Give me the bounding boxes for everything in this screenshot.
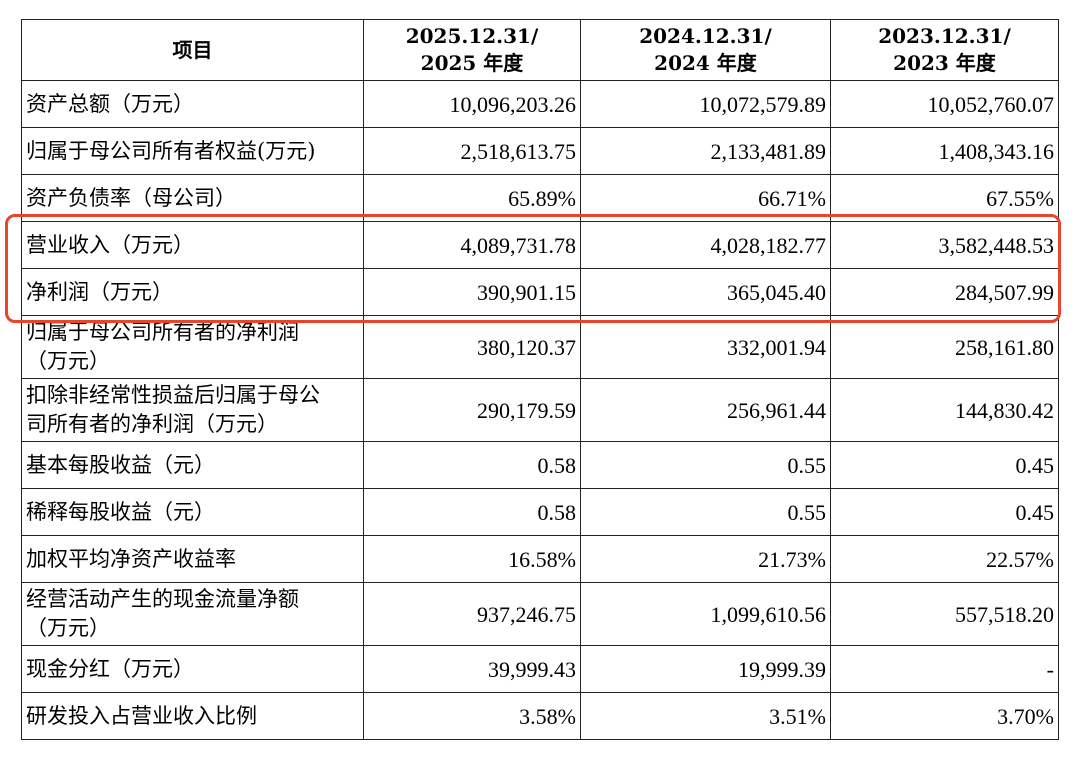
value-2024: 365,045.40 — [580, 268, 831, 316]
row-label: 基本每股收益（元） — [21, 441, 364, 489]
table-row: 扣除非经常性损益后归属于母公 司所有者的净利润（万元） 290,179.59 256… — [21, 378, 1059, 442]
value-2025: 937,246.75 — [363, 582, 581, 646]
value-2025: 3.58% — [363, 692, 581, 740]
value-2023: 0.45 — [830, 488, 1059, 536]
value-2025: 4,089,731.78 — [363, 221, 581, 269]
header-2023: 2023.12.31/2023 年度 — [830, 19, 1059, 81]
value-2025: 0.58 — [363, 441, 581, 489]
row-label: 归属于母公司所有者权益(万元) — [21, 127, 364, 175]
header-2025: 2025.12.31/2025 年度 — [363, 19, 581, 81]
value-2025: 290,179.59 — [363, 378, 581, 442]
table-row: 稀释每股收益（元） 0.58 0.55 0.45 — [21, 488, 1059, 536]
row-label: 经营活动产生的现金流量净额 （万元） — [21, 582, 364, 646]
value-2023: 144,830.42 — [830, 378, 1059, 442]
row-label: 净利润（万元） — [21, 268, 364, 316]
value-2024: 4,028,182.77 — [580, 221, 831, 269]
value-2024: 0.55 — [580, 488, 831, 536]
value-2024: 21.73% — [580, 535, 831, 583]
table-row: 加权平均净资产收益率 16.58% 21.73% 22.57% — [21, 535, 1059, 583]
value-2025: 39,999.43 — [363, 645, 581, 693]
header-2024: 2024.12.31/2024 年度 — [580, 19, 831, 81]
row-label: 现金分红（万元） — [21, 645, 364, 693]
value-2024: 256,961.44 — [580, 378, 831, 442]
table-row: 净利润（万元） 390,901.15 365,045.40 284,507.99 — [21, 268, 1059, 316]
row-label: 营业收入（万元） — [21, 221, 364, 269]
value-2023: 284,507.99 — [830, 268, 1059, 316]
value-2024: 3.51% — [580, 692, 831, 740]
table-row: 资产总额（万元） 10,096,203.26 10,072,579.89 10,052… — [21, 80, 1059, 128]
value-2023: - — [830, 645, 1059, 693]
value-2023: 3.70% — [830, 692, 1059, 740]
table-header-row: 项目 2025.12.31/2025 年度 2024.12.31/2024 年度… — [21, 19, 1059, 81]
row-label: 资产负债率（母公司） — [21, 174, 364, 222]
value-2023: 10,052,760.07 — [830, 80, 1059, 128]
table-row: 资产负债率（母公司） 65.89% 66.71% 67.55% — [21, 174, 1059, 222]
value-2023: 67.55% — [830, 174, 1059, 222]
value-2023: 557,518.20 — [830, 582, 1059, 646]
value-2025: 0.58 — [363, 488, 581, 536]
value-2023: 0.45 — [830, 441, 1059, 489]
value-2025: 2,518,613.75 — [363, 127, 581, 175]
value-2025: 390,901.15 — [363, 268, 581, 316]
table-row: 研发投入占营业收入比例 3.58% 3.51% 3.70% — [21, 692, 1059, 740]
row-label: 资产总额（万元） — [21, 80, 364, 128]
value-2024: 66.71% — [580, 174, 831, 222]
value-2025: 65.89% — [363, 174, 581, 222]
value-2023: 1,408,343.16 — [830, 127, 1059, 175]
table-row: 归属于母公司所有者权益(万元) 2,518,613.75 2,133,481.89 1… — [21, 127, 1059, 175]
row-label: 加权平均净资产收益率 — [21, 535, 364, 583]
header-item: 项目 — [21, 19, 364, 81]
value-2025: 10,096,203.26 — [363, 80, 581, 128]
value-2023: 3,582,448.53 — [830, 221, 1059, 269]
row-label: 研发投入占营业收入比例 — [21, 692, 364, 740]
value-2024: 10,072,579.89 — [580, 80, 831, 128]
value-2024: 2,133,481.89 — [580, 127, 831, 175]
financial-summary-table: 项目 2025.12.31/2025 年度 2024.12.31/2024 年度… — [21, 19, 1059, 740]
value-2024: 1,099,610.56 — [580, 582, 831, 646]
row-label: 归属于母公司所有者的净利润 （万元） — [21, 315, 364, 379]
value-2023: 22.57% — [830, 535, 1059, 583]
value-2024: 332,001.94 — [580, 315, 831, 379]
value-2025: 380,120.37 — [363, 315, 581, 379]
table-row: 现金分红（万元） 39,999.43 19,999.39- — [21, 645, 1059, 693]
value-2024: 0.55 — [580, 441, 831, 489]
value-2023: 258,161.80 — [830, 315, 1059, 379]
table-row: 经营活动产生的现金流量净额 （万元） 937,246.75 1,099,610.56… — [21, 582, 1059, 646]
row-label: 扣除非经常性损益后归属于母公 司所有者的净利润（万元） — [21, 378, 364, 442]
table-row: 归属于母公司所有者的净利润 （万元） 380,120.37 332,001.94 25… — [21, 315, 1059, 379]
row-label: 稀释每股收益（元） — [21, 488, 364, 536]
table-row: 基本每股收益（元） 0.58 0.55 0.45 — [21, 441, 1059, 489]
value-2024: 19,999.39 — [580, 645, 831, 693]
table-row: 营业收入（万元） 4,089,731.78 4,028,182.77 3,582,44… — [21, 221, 1059, 269]
value-2025: 16.58% — [363, 535, 581, 583]
